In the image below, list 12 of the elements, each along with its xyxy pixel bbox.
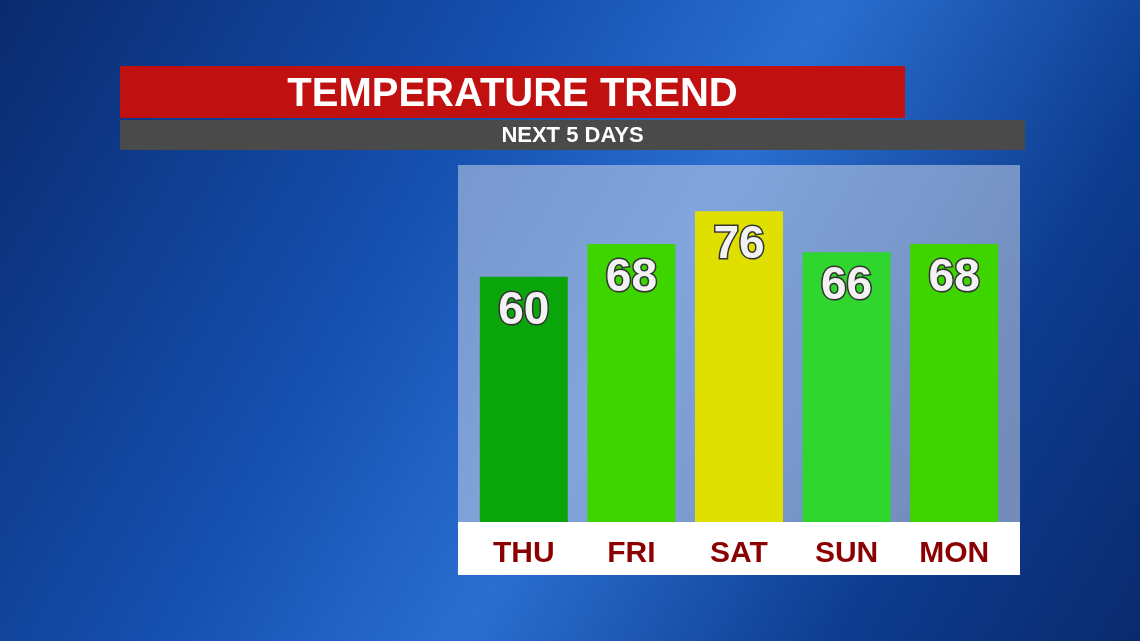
x-tick-label: SAT — [710, 534, 768, 568]
data-label: 60 — [498, 281, 550, 334]
data-label: 68 — [605, 249, 657, 302]
x-tick-label: MON — [919, 534, 990, 568]
x-tick-label: FRI — [607, 534, 656, 568]
data-label: 68 — [928, 249, 980, 302]
x-tick-label: SUN — [814, 534, 879, 568]
data-label: 76 — [713, 216, 765, 269]
data-label: 66 — [821, 257, 873, 310]
x-tick-label: THU — [492, 534, 555, 568]
chart-subtitle: NEXT 5 DAYS — [120, 120, 1025, 150]
chart-title: TEMPERATURE TREND — [120, 66, 905, 118]
